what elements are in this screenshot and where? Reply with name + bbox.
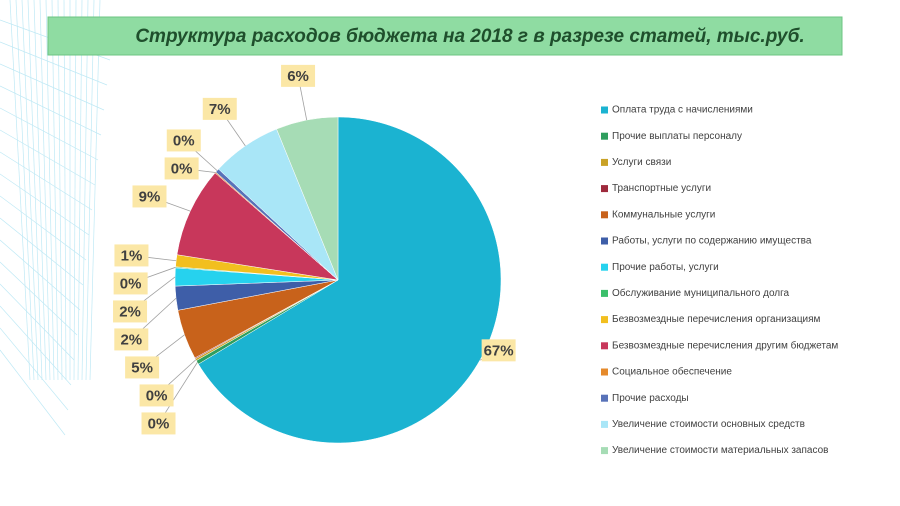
- legend-label: Безвозмездные перечисления организациям: [612, 314, 821, 325]
- pie-slice: [276, 116, 339, 281]
- deco-line: [0, 85, 102, 136]
- legend-swatch: [601, 289, 608, 297]
- deco-line: [0, 173, 90, 236]
- deco-line: [39, 0, 51, 381]
- data-label-box: [113, 300, 148, 323]
- data-label: 1%: [121, 247, 143, 264]
- data-label-box: [281, 64, 316, 87]
- deco-line: [0, 151, 93, 211]
- legend-label: Социальное обеспечение: [612, 366, 732, 378]
- legend-swatch: [601, 185, 608, 193]
- legend-swatch: [601, 263, 608, 271]
- legend-swatch: [601, 211, 608, 219]
- deco-line: [85, 0, 95, 381]
- data-label: 6%: [287, 68, 309, 85]
- deco-line: [9, 0, 31, 381]
- legend-label: Транспортные услуги: [612, 183, 711, 194]
- deco-line: [63, 0, 67, 381]
- legend-label: Оплата труда с начислениями: [612, 105, 753, 116]
- data-label-box: [114, 244, 149, 267]
- data-label-box: [113, 272, 148, 295]
- data-label: 0%: [146, 387, 168, 404]
- legend-swatch: [601, 447, 608, 455]
- data-label-box: [114, 328, 149, 351]
- data-label: 2%: [120, 331, 142, 348]
- deco-line: [0, 283, 75, 361]
- deco-line: [89, 0, 101, 381]
- legend-label: Обслуживание муниципального долга: [612, 287, 790, 299]
- deco-line: [51, 0, 59, 381]
- legend-label: Безвозмездные перечисления другим бюджет…: [612, 339, 838, 351]
- data-label: 7%: [209, 101, 231, 118]
- deco-line: [81, 0, 89, 381]
- deco-line: [15, 0, 35, 381]
- deco-line: [0, 305, 72, 386]
- deco-line: [0, 239, 81, 311]
- deco-line: [0, 129, 96, 186]
- data-label: 2%: [119, 303, 141, 320]
- legend-swatch: [601, 368, 608, 376]
- legend-swatch: [601, 158, 608, 166]
- deco-line: [77, 0, 83, 381]
- legend-label: Услуги связи: [612, 157, 671, 168]
- legend-label: Прочие расходы: [612, 393, 689, 404]
- title-box: [47, 16, 843, 56]
- data-label: 0%: [171, 160, 193, 177]
- data-label-box: [481, 339, 516, 362]
- pie-slice: [176, 172, 339, 281]
- deco-line: [45, 0, 55, 381]
- data-label-box: [164, 157, 199, 180]
- data-label-box: [132, 185, 167, 208]
- deco-line: [0, 349, 66, 436]
- legend-swatch: [601, 237, 608, 245]
- deco-line: [33, 0, 47, 381]
- legend-label: Прочие работы, услуги: [612, 261, 719, 273]
- data-label: 5%: [131, 359, 153, 376]
- deco-line: [21, 0, 39, 381]
- data-label: 0%: [120, 275, 142, 292]
- data-label: 0%: [173, 132, 195, 149]
- legend-label: Прочие выплаты персоналу: [612, 131, 742, 142]
- legend-swatch: [601, 394, 608, 402]
- legend-label: Коммунальные услуги: [612, 209, 715, 220]
- data-label-box: [125, 356, 160, 379]
- legend-label: Работы, услуги по содержанию имущества: [612, 235, 812, 247]
- data-label-box: [202, 97, 237, 120]
- deco-line: [0, 41, 108, 86]
- deco-line: [73, 0, 77, 381]
- deco-line: [0, 217, 84, 286]
- deco-line: [0, 195, 87, 261]
- legend-swatch: [601, 316, 608, 324]
- data-label-box: [166, 129, 201, 152]
- deco-line: [57, 0, 63, 381]
- chart-title: Структура расходов бюджета на 2018 г в р…: [135, 26, 804, 47]
- deco-line: [0, 327, 69, 411]
- data-label-box: [141, 412, 176, 435]
- deco-line: [0, 261, 78, 336]
- data-label-box: [139, 384, 174, 407]
- legend-swatch: [601, 342, 608, 350]
- data-label: 0%: [148, 415, 170, 432]
- data-label: 9%: [139, 188, 161, 205]
- legend-swatch: [601, 106, 608, 114]
- legend-swatch: [601, 420, 608, 428]
- deco-line: [27, 0, 43, 381]
- legend-swatch: [601, 132, 608, 140]
- background-decoration: [0, 0, 111, 436]
- legend-label: Увеличение стоимости материальных запасо…: [612, 445, 828, 456]
- legend-label: Увеличение стоимости основных средств: [612, 419, 805, 430]
- data-label: 67%: [484, 342, 514, 359]
